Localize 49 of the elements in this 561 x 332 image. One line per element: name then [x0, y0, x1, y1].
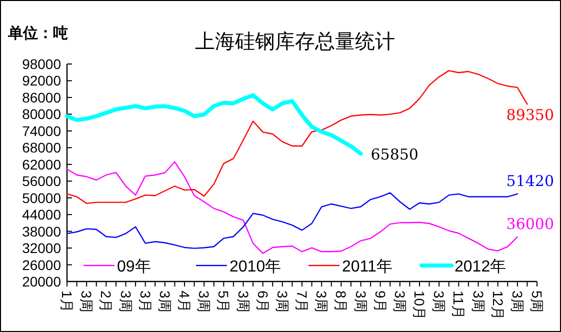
x-tick-label: 5周: [529, 290, 545, 312]
x-tick-label: 3周: [235, 290, 252, 312]
x-tick-label: 3周: [78, 290, 95, 312]
x-tick-label: 3周: [156, 290, 173, 312]
x-tick-label: 6月: [254, 290, 271, 312]
y-tick-label: 98000: [22, 56, 62, 72]
y-tick-label: 56000: [22, 173, 62, 190]
annotation: 89350: [506, 106, 554, 124]
legend-label: 09年: [117, 258, 151, 276]
y-tick-label: 80000: [22, 106, 62, 122]
x-tick-label: 12月: [490, 290, 506, 320]
annotation: 65850: [370, 146, 418, 164]
y-tick-label: 62000: [22, 156, 62, 172]
x-tick-label: 2月: [98, 290, 114, 312]
x-tick-label: 3月: [137, 290, 154, 312]
x-tick-label: 3周: [470, 290, 486, 312]
y-tick-label: 32000: [22, 240, 62, 256]
x-tick-label: 8月: [333, 290, 350, 312]
x-tick-label: 3周: [274, 290, 290, 312]
y-tick-label: 86000: [22, 89, 62, 106]
x-tick-label: 1月: [59, 290, 75, 312]
y-tick-label: 50000: [22, 190, 62, 206]
x-tick-label: 10月: [412, 290, 428, 320]
x-tick-label: 3周: [314, 290, 330, 312]
x-tick-label: 7月: [294, 290, 310, 312]
x-tick-label: 5月: [216, 290, 232, 312]
legend-label: 2010年: [230, 258, 282, 276]
x-tick-label: 3周: [196, 290, 212, 312]
y-tick-label: 92000: [22, 72, 62, 89]
text: 单位：吨: [7, 24, 68, 42]
annotation: 36000: [506, 214, 554, 233]
x-tick-label: 9月: [372, 290, 388, 312]
x-tick-label: 3周: [431, 290, 448, 312]
x-tick-label: 3周: [392, 290, 408, 312]
x-tick-label: 11月: [450, 290, 467, 320]
x-tick-label: 3周: [118, 290, 134, 312]
y-tick-label: 38000: [22, 223, 62, 240]
legend-label: 2012年: [454, 258, 506, 276]
x-tick-label: 4月: [176, 290, 192, 312]
y-tick-label: 20000: [22, 274, 62, 290]
x-tick-label: 3周: [509, 290, 526, 312]
y-tick-label: 74000: [22, 122, 62, 139]
x-tick-label: 3周: [352, 290, 369, 312]
annotation: 51420: [506, 172, 554, 190]
y-tick-label: 44000: [22, 206, 62, 223]
legend-label: 2011年: [342, 258, 392, 276]
y-tick-label: 68000: [22, 140, 62, 156]
chart-title: 上海硅钢库存总量统计: [195, 29, 395, 53]
y-tick-label: 26000: [22, 256, 62, 273]
